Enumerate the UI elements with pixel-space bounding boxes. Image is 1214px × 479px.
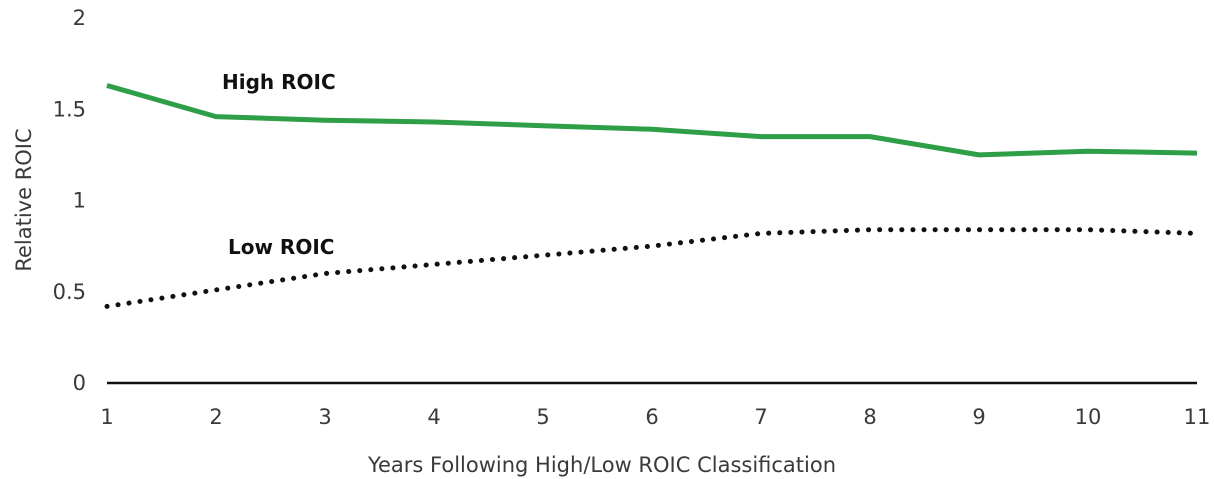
- y-tick-label: 0: [73, 371, 86, 395]
- x-tick-label: 5: [536, 405, 549, 429]
- x-tick-label: 4: [427, 405, 440, 429]
- y-tick-label: 1.5: [53, 97, 86, 121]
- x-axis-ticks: 1 2 3 4 5 6 7 8 9 10 11: [100, 405, 1210, 429]
- x-axis-title: Years Following High/Low ROIC Classifica…: [367, 453, 836, 477]
- x-tick-label: 2: [209, 405, 222, 429]
- high-roic-label: High ROIC: [222, 70, 336, 94]
- series-labels: High ROIC Low ROIC: [222, 70, 336, 259]
- x-tick-label: 9: [972, 405, 985, 429]
- low-roic-line: [104, 227, 1200, 309]
- high-roic-line: [106, 83, 1198, 158]
- x-tick-label: 11: [1184, 405, 1211, 429]
- series-lines: [104, 83, 1200, 309]
- y-axis-title: Relative ROIC: [12, 128, 36, 271]
- low-roic-label: Low ROIC: [228, 235, 334, 259]
- x-tick-label: 3: [318, 405, 331, 429]
- y-tick-label: 0.5: [53, 280, 86, 304]
- x-tick-label: 10: [1075, 405, 1102, 429]
- x-tick-label: 7: [754, 405, 767, 429]
- y-tick-label: 2: [73, 6, 86, 30]
- y-tick-label: 1: [73, 189, 86, 213]
- y-axis-ticks: 0 0.5 1 1.5 2: [53, 6, 86, 395]
- x-tick-label: 1: [100, 405, 113, 429]
- x-tick-label: 6: [645, 405, 658, 429]
- x-tick-label: 8: [863, 405, 876, 429]
